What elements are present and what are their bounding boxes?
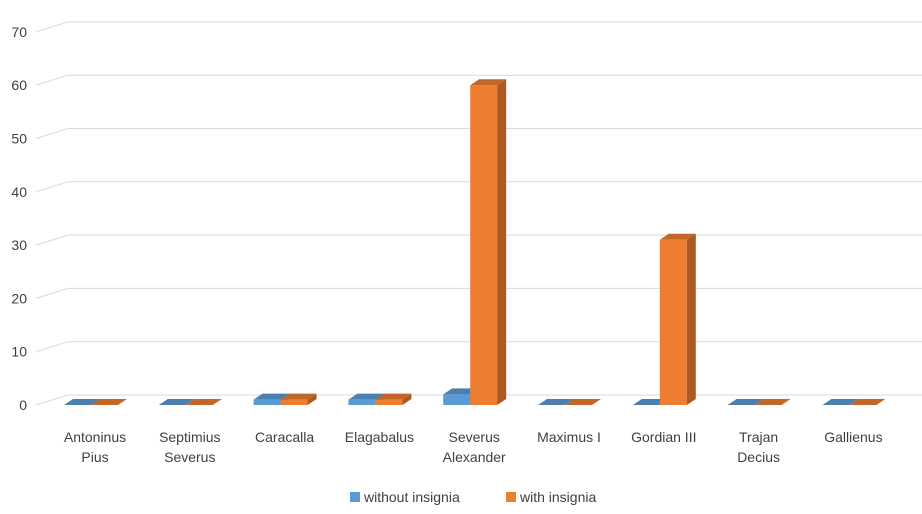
y-tick-label: 30 — [11, 237, 27, 253]
legend-swatch — [506, 492, 516, 502]
legend: without insignia with insignia — [350, 489, 596, 505]
category-label: Septimius Severus — [159, 429, 220, 465]
y-tick-label: 70 — [11, 24, 27, 40]
bar-with-insignia — [659, 233, 696, 405]
bar-with-insignia — [375, 393, 412, 405]
category-label: Maximus I — [537, 429, 601, 445]
bar-with-insignia — [754, 399, 791, 405]
bar-without-insignia — [727, 399, 764, 405]
bar-without-insignia — [538, 399, 574, 405]
category-label: Trajan Decius — [737, 429, 780, 465]
bar-with-insignia — [470, 79, 507, 405]
category-label: Caracalla — [255, 429, 314, 445]
bar-without-insignia — [158, 399, 195, 405]
legend-item: without insignia — [350, 489, 460, 505]
bar-with-insignia — [849, 399, 886, 405]
gridline — [35, 74, 922, 86]
category-label: Gordian III — [631, 429, 696, 445]
category-label: Antoninus Pius — [64, 429, 126, 465]
gridline — [35, 21, 922, 33]
bar-without-insignia — [822, 399, 859, 405]
legend-label: without insignia — [363, 489, 460, 505]
y-tick-label: 50 — [11, 131, 27, 147]
bar-with-insignia — [565, 399, 601, 405]
y-tick-label: 0 — [19, 397, 27, 413]
y-tick-label: 20 — [11, 290, 27, 306]
y-tick-label: 10 — [11, 344, 27, 360]
bar-with-insignia — [280, 393, 317, 405]
y-tick-label: 40 — [11, 184, 27, 200]
bar-with-insignia — [91, 399, 127, 405]
category-label: Elagabalus — [345, 429, 414, 445]
legend-item: with insignia — [506, 489, 596, 505]
bar-without-insignia — [64, 399, 100, 405]
category-label: Severus Alexander — [443, 429, 506, 465]
legend-label: with insignia — [519, 489, 596, 505]
bar-with-insignia — [185, 399, 222, 405]
y-axis-ticks: 0 10 20 30 40 50 60 70 — [11, 24, 27, 413]
y-tick-label: 60 — [11, 77, 27, 93]
category-label: Gallienus — [824, 429, 882, 445]
legend-swatch — [350, 492, 360, 502]
bars — [64, 79, 886, 405]
x-axis-labels: Antoninus Pius Septimius Severus Caracalla El… — [64, 429, 883, 465]
